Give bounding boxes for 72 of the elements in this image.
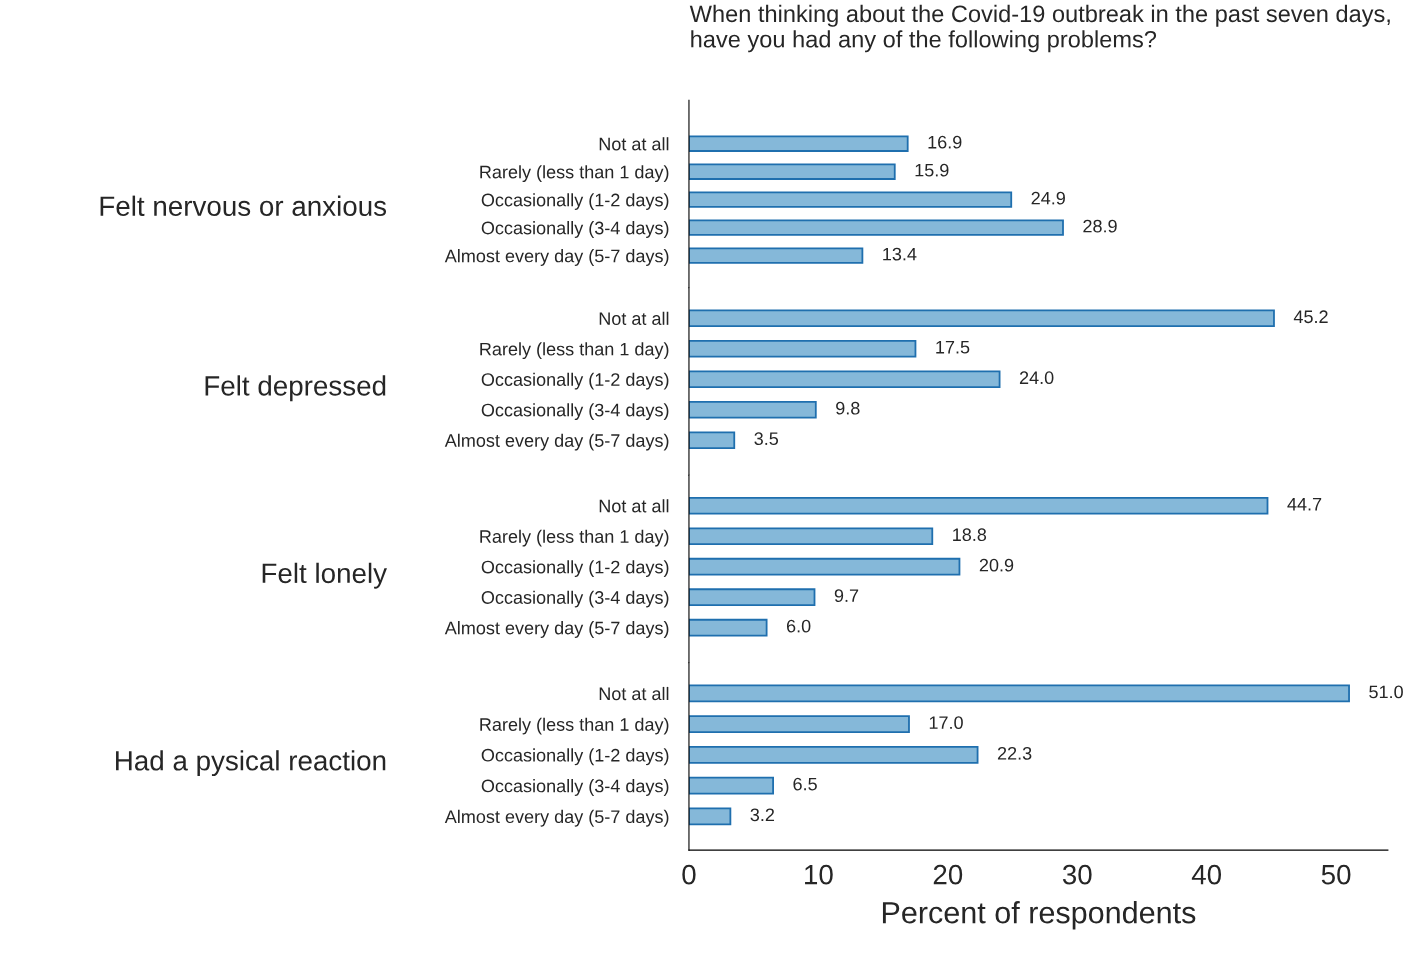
bar bbox=[688, 339, 917, 358]
x-tick-label: 30 bbox=[1062, 864, 1092, 885]
data-label: 17.5 bbox=[936, 341, 970, 354]
y-tick-label: Not at all bbox=[599, 311, 669, 326]
y-tick-label: Almost every day (5-7 days) bbox=[444, 809, 669, 827]
data-label: 16.9 bbox=[928, 135, 962, 149]
bar bbox=[688, 135, 909, 152]
bar bbox=[688, 746, 979, 764]
y-tick-label: Rarely (less than 1 day) bbox=[480, 717, 669, 735]
y-tick-label: Not at all bbox=[599, 499, 669, 513]
x-tick-label: 20 bbox=[933, 864, 963, 885]
y-tick-label: Occasionally (3-4 days) bbox=[481, 221, 669, 238]
y-tick-label: Occasionally (1-2 days) bbox=[481, 372, 669, 390]
data-label: 24.9 bbox=[1031, 191, 1065, 205]
y-tick-label: Occasionally (1-2 days) bbox=[481, 748, 669, 766]
data-label: 17.0 bbox=[929, 716, 963, 730]
bar bbox=[688, 618, 768, 637]
bar bbox=[688, 684, 1350, 703]
bar bbox=[688, 557, 961, 576]
bar bbox=[688, 807, 732, 826]
y-tick-label: Occasionally (1-2 days) bbox=[481, 560, 669, 577]
y-tick-label: Occasionally (3-4 days) bbox=[481, 403, 669, 421]
data-label: 45.2 bbox=[1293, 310, 1328, 324]
bar bbox=[688, 527, 934, 546]
data-label: 18.8 bbox=[953, 528, 987, 542]
y-tick-label: Occasionally (3-4 days) bbox=[481, 779, 669, 796]
chart-title: When thinking about the Covid-19 outbreak in the past seven days, have you had any of the following problems? bbox=[689, 4, 1390, 53]
bar bbox=[688, 370, 1001, 389]
y-axis-title: Had a pysical reaction bbox=[116, 750, 386, 777]
data-label: 3.5 bbox=[754, 432, 779, 446]
data-label: 6.0 bbox=[786, 619, 811, 633]
y-axis-title: Felt lonely bbox=[262, 562, 387, 589]
data-label: 13.4 bbox=[883, 247, 917, 261]
data-label: 51.0 bbox=[1369, 685, 1403, 699]
data-label: 9.7 bbox=[834, 589, 859, 603]
y-tick-label: Not at all bbox=[599, 686, 669, 701]
bar bbox=[688, 588, 816, 607]
y-tick-label: Almost every day (5-7 days) bbox=[444, 249, 669, 266]
bar bbox=[688, 163, 896, 180]
bar bbox=[688, 431, 736, 450]
y-tick-label: Occasionally (1-2 days) bbox=[481, 193, 669, 210]
x-axis-title: Percent of respondents bbox=[882, 901, 1196, 930]
x-tick-label: 50 bbox=[1321, 864, 1351, 885]
y-tick-label: Almost every day (5-7 days) bbox=[444, 621, 669, 638]
data-label: 15.9 bbox=[915, 163, 949, 177]
y-axis-title: Felt nervous or anxious bbox=[100, 195, 387, 217]
data-label: 20.9 bbox=[979, 558, 1014, 572]
bar bbox=[688, 496, 1269, 515]
x-tick-label: 10 bbox=[805, 864, 833, 885]
bar bbox=[688, 776, 774, 795]
y-tick-label: Almost every day (5-7 days) bbox=[444, 433, 669, 451]
x-tick-label: 40 bbox=[1191, 864, 1222, 885]
y-tick-label: Rarely (less than 1 day) bbox=[480, 529, 669, 547]
bar bbox=[688, 715, 910, 734]
bar bbox=[688, 247, 864, 264]
y-tick-label: Occasionally (3-4 days) bbox=[481, 590, 669, 608]
bar bbox=[688, 400, 817, 419]
bar bbox=[688, 219, 1064, 236]
data-label: 28.9 bbox=[1083, 219, 1117, 233]
data-label: 44.7 bbox=[1287, 497, 1322, 511]
x-tick-label: 0 bbox=[682, 864, 696, 885]
y-tick-label: Rarely (less than 1 day) bbox=[480, 342, 669, 360]
y-tick-label: Rarely (less than 1 day) bbox=[480, 165, 669, 182]
y-tick-label: Not at all bbox=[599, 137, 669, 151]
bar bbox=[688, 309, 1275, 328]
data-label: 22.3 bbox=[997, 746, 1032, 760]
bar bbox=[688, 191, 1013, 208]
data-label: 6.5 bbox=[793, 777, 817, 791]
y-axis-title: Felt depressed bbox=[205, 375, 386, 402]
data-label: 24.0 bbox=[1019, 371, 1054, 385]
data-label: 9.8 bbox=[836, 401, 860, 415]
data-label: 3.2 bbox=[750, 808, 775, 822]
